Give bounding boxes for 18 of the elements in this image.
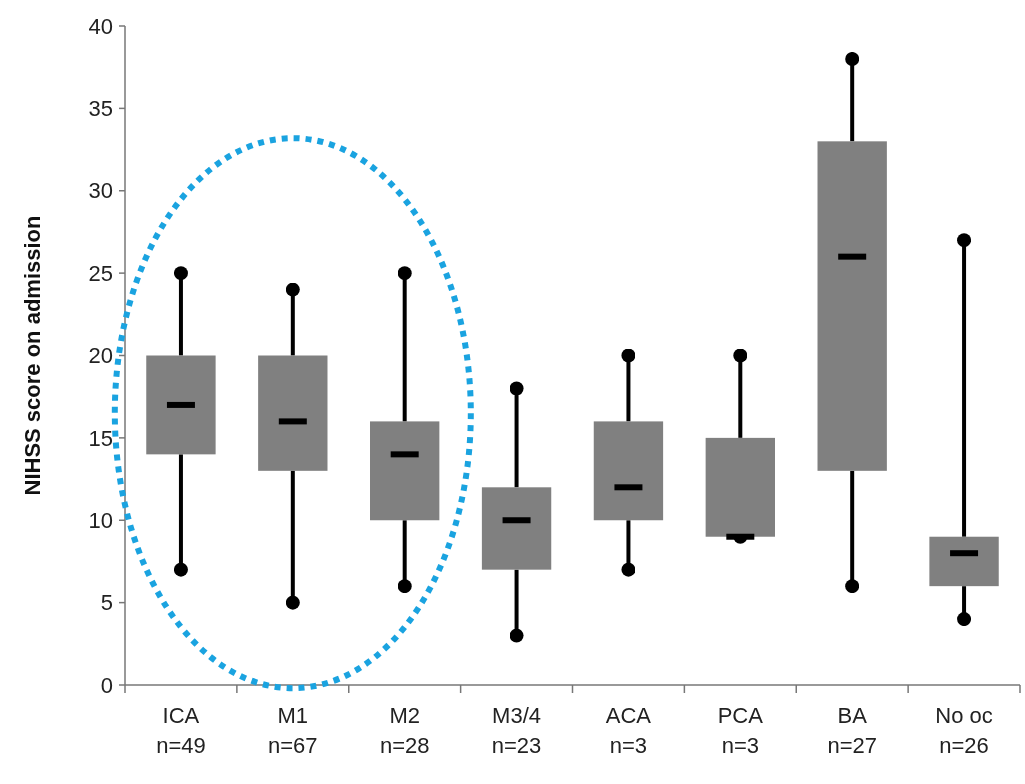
- y-tick-label: 25: [88, 260, 113, 286]
- x-tick-label: M2 n=28: [379, 703, 430, 758]
- x-tick-label: M1 n=67: [268, 703, 318, 758]
- y-tick-label: 5: [100, 590, 113, 616]
- y-tick-label: 20: [88, 343, 113, 369]
- y-tick-label: 40: [88, 13, 113, 39]
- x-tick-label: M3/4 n=23: [491, 703, 542, 758]
- y-axis-title: NIHSS score on admission: [20, 215, 45, 496]
- y-tick-label: 35: [88, 96, 113, 122]
- x-tick-label: ACA n=3: [605, 703, 652, 758]
- x-tick-label: BA n=27: [827, 703, 877, 758]
- x-tick-label: PCA n=3: [717, 703, 764, 758]
- x-tick-label: ICA n=49: [156, 703, 206, 758]
- x-tick-label: No oc n=26: [935, 703, 993, 758]
- y-tick-label: 0: [100, 672, 113, 698]
- y-tick-label: 10: [88, 507, 113, 533]
- y-tick-label: 30: [88, 178, 113, 204]
- y-tick-label: 15: [88, 425, 113, 451]
